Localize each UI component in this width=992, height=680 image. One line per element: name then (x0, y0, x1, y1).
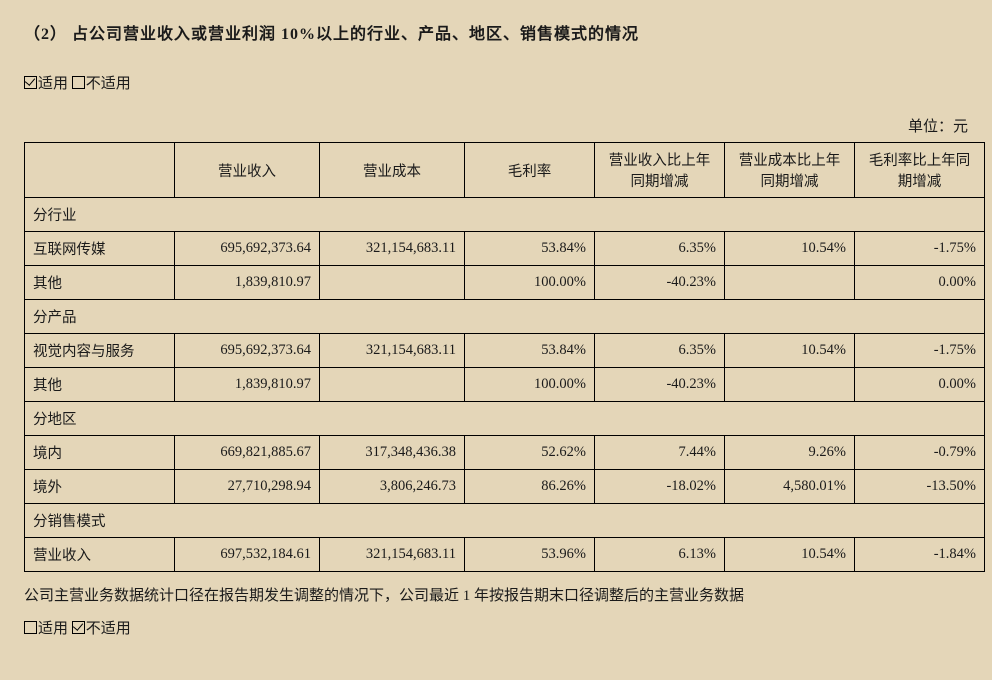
cell: 4,580.01% (725, 470, 855, 504)
cell: 53.84% (465, 232, 595, 266)
table-row: 营业收入 697,532,184.61 321,154,683.11 53.96… (25, 538, 985, 572)
table-row: 视觉内容与服务 695,692,373.64 321,154,683.11 53… (25, 334, 985, 368)
section-row-sales: 分销售模式 (25, 504, 985, 538)
cell: -1.75% (855, 334, 985, 368)
cell: 100.00% (465, 266, 595, 300)
cell: -40.23% (595, 368, 725, 402)
cell: 0.00% (855, 368, 985, 402)
cell: -0.79% (855, 436, 985, 470)
applicable-row-top: 适用 不适用 (24, 72, 968, 93)
cell: 1,839,810.97 (175, 266, 320, 300)
cell: 695,692,373.64 (175, 232, 320, 266)
cell: 53.96% (465, 538, 595, 572)
cell: -1.75% (855, 232, 985, 266)
row-label: 境外 (25, 470, 175, 504)
cell: 321,154,683.11 (320, 538, 465, 572)
cell: 321,154,683.11 (320, 334, 465, 368)
cell: 0.00% (855, 266, 985, 300)
applicable-row-bottom: 适用 不适用 (24, 617, 968, 638)
section-label: 分地区 (25, 402, 985, 436)
cell: -13.50% (855, 470, 985, 504)
table-row: 境内 669,821,885.67 317,348,436.38 52.62% … (25, 436, 985, 470)
cell: 53.84% (465, 334, 595, 368)
table-row: 其他 1,839,810.97 100.00% -40.23% 0.00% (25, 266, 985, 300)
cell: 10.54% (725, 538, 855, 572)
cell: 6.35% (595, 232, 725, 266)
cell: 317,348,436.38 (320, 436, 465, 470)
footer-note: 公司主营业务数据统计口径在报告期发生调整的情况下，公司最近 1 年按报告期末口径… (24, 582, 968, 611)
cell: -1.84% (855, 538, 985, 572)
financial-table: 营业收入 营业成本 毛利率 营业收入比上年同期增减 营业成本比上年同期增减 毛利… (24, 142, 985, 572)
cell: 9.26% (725, 436, 855, 470)
cell: 100.00% (465, 368, 595, 402)
checkbox-empty-icon (72, 76, 85, 89)
cell: 7.44% (595, 436, 725, 470)
cell: 321,154,683.11 (320, 232, 465, 266)
header-empty (25, 143, 175, 198)
row-label: 境内 (25, 436, 175, 470)
cell: 695,692,373.64 (175, 334, 320, 368)
header-cost: 营业成本 (320, 143, 465, 198)
cell (725, 266, 855, 300)
checkbox-checked-icon (72, 621, 85, 634)
row-label: 其他 (25, 368, 175, 402)
cell: 697,532,184.61 (175, 538, 320, 572)
cell: 27,710,298.94 (175, 470, 320, 504)
cell (725, 368, 855, 402)
header-cost-change: 营业成本比上年同期增减 (725, 143, 855, 198)
cell: 10.54% (725, 232, 855, 266)
row-label: 营业收入 (25, 538, 175, 572)
section-row-region: 分地区 (25, 402, 985, 436)
applicable-yes-label-bottom: 适用 (38, 621, 68, 637)
row-label: 视觉内容与服务 (25, 334, 175, 368)
cell: 86.26% (465, 470, 595, 504)
table-row: 境外 27,710,298.94 3,806,246.73 86.26% -18… (25, 470, 985, 504)
cell: -40.23% (595, 266, 725, 300)
cell (320, 266, 465, 300)
table-header-row: 营业收入 营业成本 毛利率 营业收入比上年同期增减 营业成本比上年同期增减 毛利… (25, 143, 985, 198)
applicable-no-label: 不适用 (86, 76, 131, 92)
cell: 3,806,246.73 (320, 470, 465, 504)
cell: 52.62% (465, 436, 595, 470)
cell: 1,839,810.97 (175, 368, 320, 402)
cell: 6.35% (595, 334, 725, 368)
cell: 6.13% (595, 538, 725, 572)
section-label: 分销售模式 (25, 504, 985, 538)
section-label: 分产品 (25, 300, 985, 334)
row-label: 互联网传媒 (25, 232, 175, 266)
cell: -18.02% (595, 470, 725, 504)
section-row-industry: 分行业 (25, 198, 985, 232)
header-gm-change: 毛利率比上年同期增减 (855, 143, 985, 198)
applicable-yes-label: 适用 (38, 76, 68, 92)
unit-label: 单位：元 (24, 115, 968, 136)
cell: 10.54% (725, 334, 855, 368)
header-revenue: 营业收入 (175, 143, 320, 198)
applicable-no-label-bottom: 不适用 (86, 621, 131, 637)
table-row: 其他 1,839,810.97 100.00% -40.23% 0.00% (25, 368, 985, 402)
checkbox-empty-icon (24, 621, 37, 634)
checkbox-checked-icon (24, 76, 37, 89)
header-rev-change: 营业收入比上年同期增减 (595, 143, 725, 198)
section-row-product: 分产品 (25, 300, 985, 334)
header-gross-margin: 毛利率 (465, 143, 595, 198)
table-row: 互联网传媒 695,692,373.64 321,154,683.11 53.8… (25, 232, 985, 266)
row-label: 其他 (25, 266, 175, 300)
cell: 669,821,885.67 (175, 436, 320, 470)
section-label: 分行业 (25, 198, 985, 232)
cell (320, 368, 465, 402)
section-title: （2） 占公司营业收入或营业利润 10%以上的行业、产品、地区、销售模式的情况 (24, 20, 968, 44)
